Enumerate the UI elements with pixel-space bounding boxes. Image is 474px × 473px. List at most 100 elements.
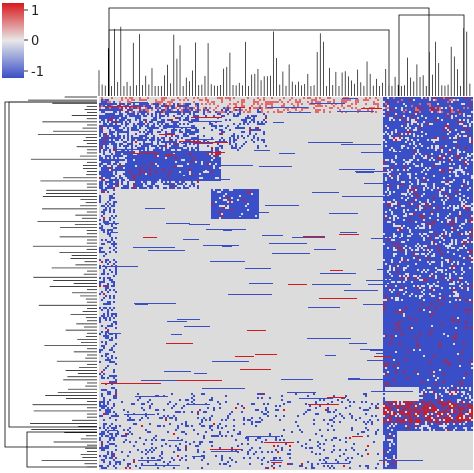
heatmap-cell <box>443 97 445 99</box>
heatmap-cell <box>241 191 243 193</box>
heatmap-cell <box>225 215 227 217</box>
heatmap-cell <box>455 181 457 183</box>
heatmap-cell <box>223 213 225 215</box>
heatmap-cell <box>245 191 247 193</box>
heatmap-cell <box>147 163 149 165</box>
heatmap-cell <box>429 109 431 111</box>
heatmap-cell <box>329 111 331 113</box>
heatmap-cell <box>365 99 367 101</box>
heatmap-cell <box>415 115 417 117</box>
heatmap-cell <box>367 99 369 101</box>
heatmap-cell <box>443 109 445 111</box>
heatmap-cell <box>393 193 395 195</box>
heatmap-cell <box>181 109 183 111</box>
heatmap-cell <box>157 131 159 133</box>
heatmap-cell <box>461 177 463 179</box>
heatmap-cell <box>163 97 165 99</box>
heatmap-cell <box>137 157 139 159</box>
heatmap-cell <box>471 133 473 135</box>
heatmap-cell <box>447 185 449 187</box>
heatmap-cell <box>403 157 405 159</box>
heatmap-cell <box>253 189 255 191</box>
heatmap-cell <box>127 111 129 113</box>
heatmap-cell <box>221 211 223 213</box>
heatmap-cell <box>197 157 199 159</box>
heatmap-cell <box>177 161 179 163</box>
heatmap-cell <box>415 99 417 101</box>
heatmap-cell <box>439 179 441 181</box>
heatmap-cell <box>421 103 423 105</box>
heatmap-cell <box>147 165 149 167</box>
heatmap-cell <box>197 137 199 139</box>
heatmap-cell <box>249 203 251 205</box>
heatmap-cell <box>113 145 115 147</box>
heatmap-cell <box>455 97 457 99</box>
heatmap-cell <box>411 165 413 167</box>
heatmap-cell <box>441 185 443 187</box>
heatmap-cell <box>233 137 235 139</box>
heatmap-cell <box>453 107 455 109</box>
heatmap-cell <box>205 167 207 169</box>
heatmap-cell <box>163 109 165 111</box>
heatmap-cell <box>193 157 195 159</box>
heatmap-cell <box>257 111 259 113</box>
heatmap-cell <box>207 111 209 113</box>
heatmap-cell <box>113 127 115 129</box>
heatmap-cell <box>179 123 181 125</box>
heatmap-cell <box>261 111 263 113</box>
heatmap-cell <box>135 185 137 187</box>
heatmap-cell <box>419 159 421 161</box>
heatmap-cell <box>429 177 431 179</box>
heatmap-cell <box>197 187 199 189</box>
heatmap-cell <box>161 153 163 155</box>
heatmap-cell <box>453 111 455 113</box>
heatmap-cell <box>459 177 461 179</box>
heatmap-cell <box>437 109 439 111</box>
heatmap-cell <box>217 161 219 163</box>
heatmap-cell <box>445 99 447 101</box>
heatmap-cell <box>437 149 439 151</box>
heatmap-cell <box>417 175 419 177</box>
heatmap-cell <box>109 155 111 157</box>
heatmap-cell <box>143 119 145 121</box>
heatmap-cell <box>171 169 173 171</box>
heatmap-cell <box>397 111 399 113</box>
heatmap-cell <box>433 149 435 151</box>
heatmap-cell <box>287 101 289 103</box>
heatmap-cell <box>103 123 105 125</box>
heatmap-cell <box>423 145 425 147</box>
heatmap-cell <box>455 145 457 147</box>
heatmap-cell <box>387 115 389 117</box>
heatmap-cell <box>433 165 435 167</box>
heatmap-cell <box>429 119 431 121</box>
heatmap-cell <box>167 159 169 161</box>
heatmap-cell <box>463 169 465 171</box>
heatmap-cell <box>463 143 465 145</box>
heatmap-cell <box>453 161 455 163</box>
heatmap-cell <box>107 121 109 123</box>
heatmap-cell <box>129 165 131 167</box>
heatmap-cell <box>217 197 219 199</box>
heatmap-cell <box>409 119 411 121</box>
heatmap-cell <box>463 147 465 149</box>
heatmap-cell <box>453 183 455 185</box>
heatmap-cell <box>139 123 141 125</box>
heatmap-cell <box>193 125 195 127</box>
heatmap-cell <box>181 151 183 153</box>
heatmap-cell <box>151 185 153 187</box>
heatmap-cell <box>461 161 463 163</box>
heatmap-cell <box>145 121 147 123</box>
heatmap-cell <box>435 157 437 159</box>
heatmap-cell <box>383 169 385 171</box>
heatmap-cell <box>451 151 453 153</box>
heatmap-cell <box>193 159 195 161</box>
heatmap-cell <box>111 137 113 139</box>
heatmap-cell <box>159 169 161 171</box>
heatmap-cell <box>457 105 459 107</box>
heatmap-cell <box>127 167 129 169</box>
heatmap-cell <box>139 143 141 145</box>
heatmap-cell <box>187 167 189 169</box>
heatmap-cell <box>207 173 209 175</box>
heatmap-cell <box>389 103 391 105</box>
heatmap-cell <box>421 101 423 103</box>
